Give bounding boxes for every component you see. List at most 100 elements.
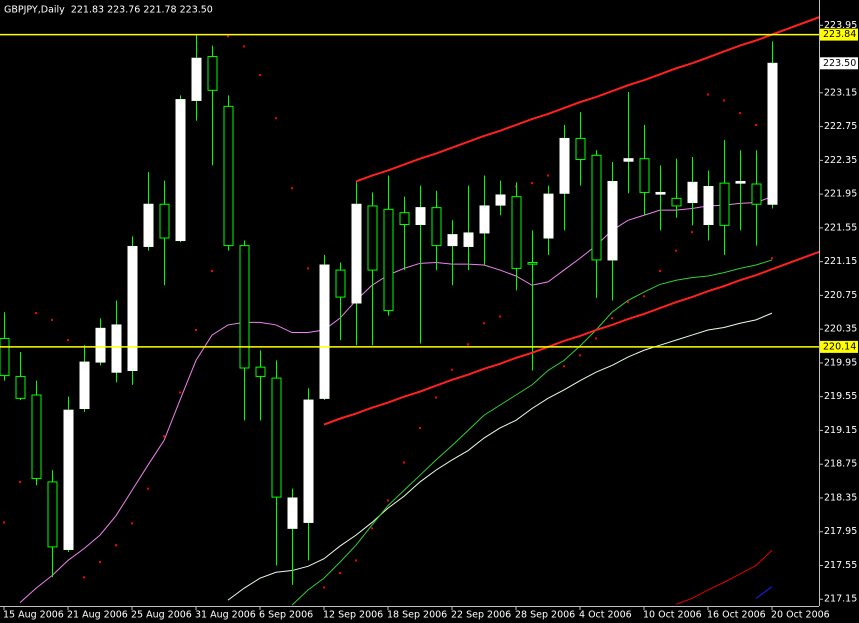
sar-dot: [739, 112, 741, 115]
candle-body-up: [415, 207, 426, 226]
sar-dot: [467, 343, 469, 346]
candle-body-down: [207, 56, 218, 91]
moving-average-line: [675, 549, 773, 605]
x-tick-label: 31 Aug 2006: [195, 610, 256, 621]
plot-area: [0, 16, 819, 606]
candle-body-down: [399, 212, 410, 226]
y-tick-label: 223.15: [824, 87, 857, 98]
candle-body-up: [479, 205, 490, 234]
candle-body-up: [543, 193, 554, 239]
candle-body-down: [47, 481, 58, 548]
y-tick-label: 222.35: [824, 155, 857, 166]
candle-body-up: [735, 180, 746, 184]
x-tick-label: 20 Oct 2006: [771, 610, 830, 621]
price-label: 223.84: [823, 29, 856, 40]
last-price-label: 223.50: [823, 58, 856, 69]
x-tick-label: 18 Sep 2006: [387, 610, 447, 621]
sar-dot: [643, 295, 645, 298]
candle-body-down: [159, 203, 170, 239]
x-tick-label: 4 Oct 2006: [579, 610, 632, 621]
sar-dot: [51, 318, 53, 321]
sar-dot: [403, 461, 405, 464]
candle-body-up: [191, 57, 202, 101]
sar-dot: [83, 576, 85, 579]
candle-body-down: [527, 261, 538, 265]
trend-line: [355, 33, 773, 183]
sar-dot: [387, 499, 389, 502]
sar-dot: [483, 322, 485, 325]
y-tick-label: 221.55: [824, 222, 857, 233]
moving-average-line: [227, 312, 773, 601]
candle-body-up: [623, 158, 634, 162]
sar-dot: [771, 257, 773, 260]
sar-dot: [611, 317, 613, 320]
candle-body-down: [511, 196, 522, 269]
candle-body-up: [495, 194, 506, 206]
candle-body-down: [383, 208, 394, 312]
candle-body-up: [303, 399, 314, 523]
sar-dot: [179, 391, 181, 394]
candle-body-down: [591, 154, 602, 261]
y-tick-label: 222.75: [824, 121, 857, 132]
sar-dot: [723, 99, 725, 102]
candle-body-down: [335, 269, 346, 298]
candle-body-up: [655, 191, 666, 195]
y-tick-label: 220.35: [824, 324, 857, 335]
candle-body-down: [719, 182, 730, 226]
sar-dot: [163, 435, 165, 438]
sar-dot: [195, 329, 197, 332]
x-tick-label: 10 Oct 2006: [643, 610, 702, 621]
sar-dot: [499, 315, 501, 318]
sar-dot: [691, 231, 693, 234]
sar-dot: [595, 337, 597, 340]
sar-dot: [211, 269, 213, 272]
sar-dot: [99, 561, 101, 564]
sar-dot: [131, 522, 133, 525]
candle-body-down: [239, 245, 250, 369]
candle-body-up: [607, 180, 618, 261]
candle-body-up: [703, 186, 714, 226]
candle-body-up: [447, 234, 458, 247]
sar-dot: [147, 487, 149, 490]
y-tick-label: 217.55: [824, 560, 857, 571]
candle-body-down: [271, 377, 282, 498]
x-tick-label: 28 Sep 2006: [515, 610, 575, 621]
candle-body-down: [431, 207, 442, 247]
x-tick-label: 22 Sep 2006: [451, 610, 511, 621]
sar-dot: [275, 117, 277, 120]
x-tick-label: 12 Sep 2006: [323, 610, 383, 621]
candle-body-down: [0, 337, 10, 377]
sar-dot: [227, 35, 229, 38]
candle-body-up: [79, 361, 90, 410]
sar-dot: [675, 249, 677, 252]
candle-body-up: [287, 497, 298, 529]
y-tick-label: 219.15: [824, 425, 857, 436]
sar-dot: [35, 312, 37, 315]
price-label: 220.14: [823, 341, 856, 352]
candle-body-up: [559, 137, 570, 194]
candle-body-up: [767, 62, 778, 205]
sar-dot: [307, 267, 309, 270]
x-tick-label: 21 Aug 2006: [67, 610, 128, 621]
sar-dot: [67, 339, 69, 342]
candle-body-up: [95, 327, 106, 363]
sar-dot: [291, 187, 293, 190]
sar-dot: [755, 123, 757, 126]
x-tick-label: 15 Aug 2006: [3, 610, 64, 621]
moving-average-line: [755, 586, 773, 599]
y-tick-label: 217.95: [824, 526, 857, 537]
y-tick-label: 221.95: [824, 189, 857, 200]
y-tick-label: 223.95: [824, 20, 857, 31]
sar-dot: [707, 93, 709, 96]
x-tick-label: 25 Aug 2006: [131, 610, 192, 621]
candle-body-up: [463, 232, 474, 247]
candle-body-down: [255, 366, 266, 377]
candle-body-up: [63, 409, 74, 550]
sar-dot: [579, 354, 581, 357]
y-tick-label: 219.95: [824, 357, 857, 368]
y-tick-label: 221.15: [824, 256, 857, 267]
candle-body-down: [671, 197, 682, 207]
